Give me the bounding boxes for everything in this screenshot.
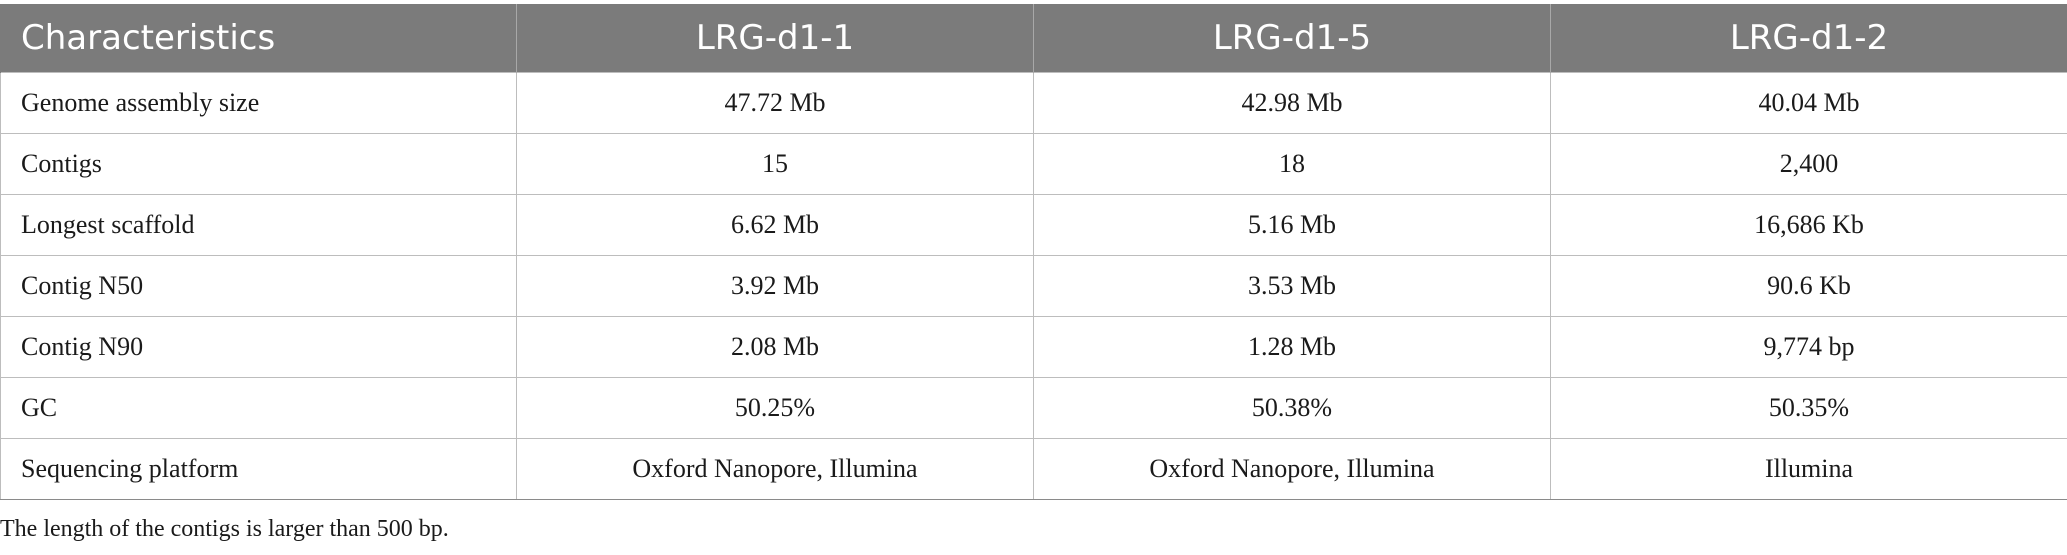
table-cell: 3.92 Mb <box>516 255 1034 317</box>
table-cell: 50.38% <box>1033 377 1551 439</box>
header-lrg-d1-1: LRG-d1-1 <box>516 4 1034 73</box>
table-cell: 50.25% <box>516 377 1034 439</box>
table-cell: 40.04 Mb <box>1550 72 2067 134</box>
table-cell: Illumina <box>1550 438 2067 500</box>
table-row: Sequencing platform Oxford Nanopore, Ill… <box>0 438 2067 500</box>
genome-assembly-table-container: Characteristics LRG-d1-1 LRG-d1-5 LRG-d1… <box>0 4 2067 500</box>
header-lrg-d1-5: LRG-d1-5 <box>1033 4 1551 73</box>
table-cell: 9,774 bp <box>1550 316 2067 378</box>
table-header-row: Characteristics LRG-d1-1 LRG-d1-5 LRG-d1… <box>0 4 2067 73</box>
table-row: Longest scaffold 6.62 Mb 5.16 Mb 16,686 … <box>0 194 2067 256</box>
table-cell: Oxford Nanopore, Illumina <box>516 438 1034 500</box>
table-cell: 90.6 Kb <box>1550 255 2067 317</box>
table-cell: 2.08 Mb <box>516 316 1034 378</box>
row-label: Contig N50 <box>0 255 517 317</box>
table-cell: 1.28 Mb <box>1033 316 1551 378</box>
table-cell: 50.35% <box>1550 377 2067 439</box>
row-label: Contigs <box>0 133 517 195</box>
row-label: Genome assembly size <box>0 72 517 134</box>
table-row: GC 50.25% 50.38% 50.35% <box>0 377 2067 439</box>
table-cell: 15 <box>516 133 1034 195</box>
row-label: Sequencing platform <box>0 438 517 500</box>
row-label: GC <box>0 377 517 439</box>
table-cell: 6.62 Mb <box>516 194 1034 256</box>
table-footnote: The length of the contigs is larger than… <box>0 516 449 542</box>
row-label: Longest scaffold <box>0 194 517 256</box>
table-cell: 16,686 Kb <box>1550 194 2067 256</box>
table-row: Contig N90 2.08 Mb 1.28 Mb 9,774 bp <box>0 316 2067 378</box>
row-label: Contig N90 <box>0 316 517 378</box>
genome-assembly-table: Characteristics LRG-d1-1 LRG-d1-5 LRG-d1… <box>0 4 2067 500</box>
header-lrg-d1-2: LRG-d1-2 <box>1550 4 2067 73</box>
table-row: Contig N50 3.92 Mb 3.53 Mb 90.6 Kb <box>0 255 2067 317</box>
table-cell: 5.16 Mb <box>1033 194 1551 256</box>
table-cell: Oxford Nanopore, Illumina <box>1033 438 1551 500</box>
table-row: Contigs 15 18 2,400 <box>0 133 2067 195</box>
table-row: Genome assembly size 47.72 Mb 42.98 Mb 4… <box>0 72 2067 134</box>
table-cell: 18 <box>1033 133 1551 195</box>
table-cell: 47.72 Mb <box>516 72 1034 134</box>
table-cell: 42.98 Mb <box>1033 72 1551 134</box>
table-cell: 3.53 Mb <box>1033 255 1551 317</box>
header-characteristics: Characteristics <box>0 4 517 73</box>
table-cell: 2,400 <box>1550 133 2067 195</box>
